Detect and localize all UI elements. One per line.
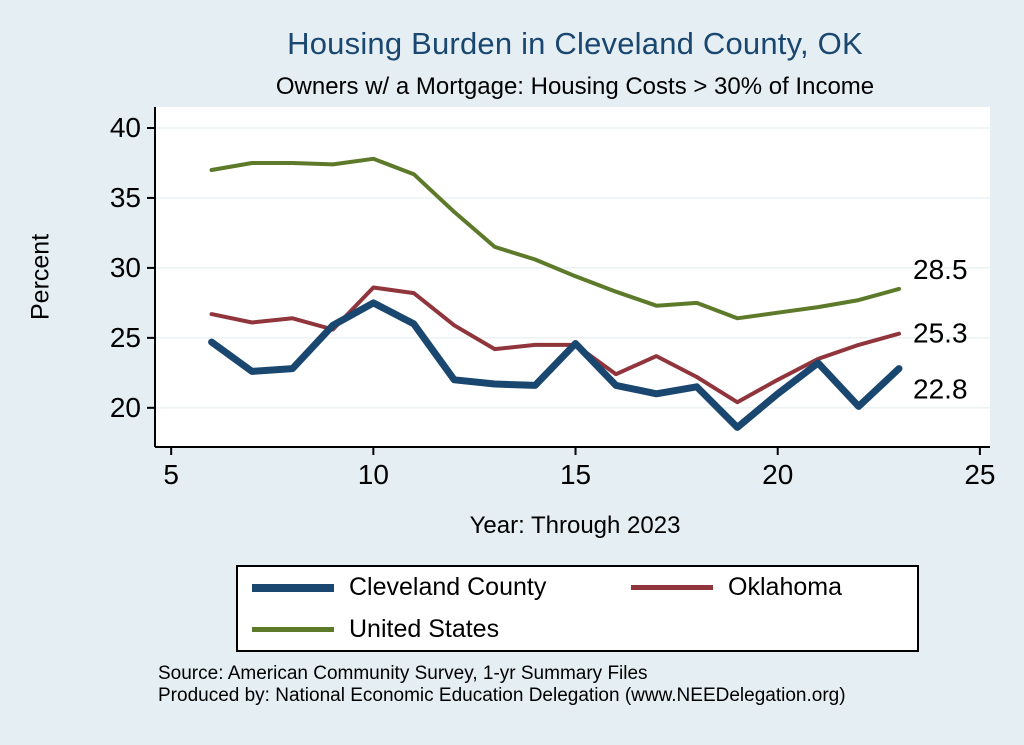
legend-item-united-states: United States: [252, 615, 631, 644]
source-note: Source: American Community Survey, 1-yr …: [158, 663, 1004, 708]
x-tick-label: 20: [762, 459, 793, 490]
legend-item-oklahoma: Oklahoma: [631, 573, 917, 602]
x-tick-label: 25: [964, 459, 995, 490]
legend-label-cleveland-county: Cleveland County: [349, 573, 547, 602]
end-value-label: 28.5: [913, 254, 968, 285]
source-line-2: Produced by: National Economic Education…: [158, 685, 846, 707]
y-tick-label: 25: [110, 322, 141, 353]
legend-swatch-cleveland-county: [252, 583, 334, 592]
chart-legend: Cleveland County Oklahoma United States: [236, 565, 919, 652]
chart-title: Housing Burden in Cleveland County, OK: [287, 26, 863, 61]
y-tick-label: 20: [110, 392, 141, 423]
legend-label-oklahoma: Oklahoma: [728, 573, 842, 602]
end-value-label: 22.8: [913, 374, 968, 405]
legend-swatch-oklahoma: [631, 585, 714, 591]
legend-swatch-united-states: [252, 626, 334, 632]
legend-item-cleveland-county: Cleveland County: [252, 573, 631, 602]
x-axis-label: Year: Through 2023: [469, 512, 681, 539]
source-line-1: Source: American Community Survey, 1-yr …: [158, 663, 648, 684]
series-line-united-states: [209, 156, 901, 321]
y-tick-label: 40: [110, 112, 141, 143]
series-line-cleveland-county: [208, 299, 903, 431]
x-tick-label: 15: [560, 459, 591, 490]
end-value-label: 25.3: [913, 318, 968, 349]
x-tick-label: 10: [358, 459, 389, 490]
chart-subtitle: Owners w/ a Mortgage: Housing Costs > 30…: [275, 73, 875, 100]
y-tick-label: 35: [110, 182, 141, 213]
x-tick-label: 5: [163, 459, 179, 490]
y-tick-label: 30: [110, 252, 141, 283]
legend-label-united-states: United States: [349, 614, 500, 643]
plot-area: 20 25 30 35 40 5 10 15 20 25 28.5 25.3 22.8: [110, 107, 995, 490]
